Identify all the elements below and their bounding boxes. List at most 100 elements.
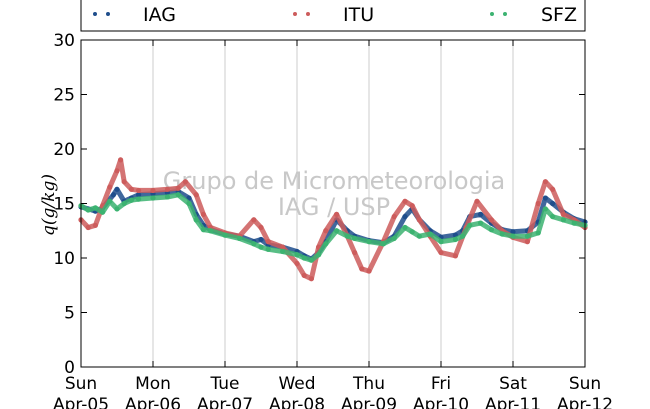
data-point	[488, 217, 494, 223]
data-point	[308, 276, 314, 282]
y-tick-label: 10	[53, 249, 75, 269]
data-point	[200, 211, 206, 217]
data-point	[258, 244, 264, 250]
data-point	[550, 200, 556, 207]
data-point	[402, 224, 408, 231]
data-point	[114, 206, 120, 212]
data-point	[182, 179, 188, 185]
data-point	[251, 241, 257, 247]
data-point	[150, 187, 156, 194]
data-point	[359, 266, 365, 272]
data-point	[409, 229, 415, 235]
data-point	[175, 185, 181, 191]
data-point	[114, 186, 120, 192]
data-point	[416, 217, 422, 223]
data-point	[110, 192, 116, 198]
data-point	[499, 231, 505, 237]
data-point	[136, 187, 142, 194]
legend-label: IAG	[143, 4, 176, 26]
data-point	[334, 228, 340, 234]
x-tick-label-date: Apr-05	[53, 395, 109, 409]
x-tick-label-day: Sat	[499, 374, 527, 394]
x-tick-label-day: Thu	[352, 374, 385, 394]
legend-item-iag: IAG	[93, 4, 176, 26]
data-point	[265, 246, 271, 252]
data-point	[128, 186, 134, 192]
data-point	[560, 211, 567, 217]
data-point	[402, 198, 408, 204]
data-point	[222, 232, 228, 238]
data-point	[542, 195, 549, 201]
legend-item-sfz: SFZ	[490, 4, 577, 26]
data-point	[193, 192, 199, 198]
data-point	[334, 211, 340, 217]
x-tick-label-date: Apr-08	[269, 395, 325, 409]
data-point	[258, 236, 264, 243]
y-tick-label: 15	[53, 195, 75, 215]
data-point	[524, 239, 531, 245]
data-point	[438, 249, 444, 256]
data-point	[391, 235, 397, 241]
series-line-sfz	[78, 192, 588, 263]
series-layer	[78, 157, 588, 282]
series-sfz	[78, 192, 588, 263]
data-point	[560, 217, 567, 223]
data-point	[510, 229, 516, 235]
x-tick-label-day: Sun	[65, 374, 97, 394]
series-itu	[78, 157, 588, 282]
data-point	[193, 217, 199, 223]
data-point	[524, 233, 531, 239]
data-point	[118, 157, 124, 163]
legend-label: SFZ	[541, 4, 577, 26]
legend-label: ITU	[343, 4, 374, 26]
data-point	[510, 233, 516, 239]
grid-layer	[152, 40, 514, 367]
y-tick-label: 25	[53, 86, 75, 106]
watermark-line-1: Grupo de Micrometeorologia	[163, 167, 505, 195]
data-point	[150, 195, 156, 201]
data-point	[200, 227, 206, 233]
data-point	[121, 200, 127, 207]
axes: 051015202530SunApr-05MonApr-06TueApr-07W…	[53, 31, 613, 409]
data-point	[380, 241, 386, 247]
data-point	[478, 220, 484, 226]
data-point	[474, 198, 480, 204]
x-tick-label-date: Apr-07	[197, 395, 253, 409]
data-point	[460, 233, 466, 239]
data-point	[488, 227, 494, 233]
data-point	[308, 257, 314, 263]
data-point	[186, 200, 192, 207]
legend-item-itu: ITU	[293, 4, 374, 26]
data-point	[542, 206, 549, 212]
data-point	[280, 248, 286, 255]
x-tick-label-day: Wed	[278, 374, 315, 394]
data-point	[366, 268, 372, 274]
data-point	[92, 222, 98, 228]
data-point	[535, 200, 541, 207]
x-tick-label-date: Apr-12	[557, 395, 613, 409]
data-point	[258, 224, 264, 231]
y-tick-label: 30	[53, 31, 75, 51]
data-point	[294, 260, 300, 267]
y-tick-label: 0	[64, 358, 75, 378]
data-point	[251, 217, 257, 223]
y-tick-label: 5	[64, 304, 75, 324]
data-point	[114, 168, 120, 174]
data-point	[409, 203, 415, 209]
data-point	[366, 239, 372, 245]
y-axis-label: q(g/kg)	[39, 174, 59, 236]
data-point	[478, 211, 484, 217]
data-point	[452, 253, 458, 259]
data-point	[571, 220, 577, 226]
data-point	[175, 192, 181, 198]
data-point	[280, 244, 286, 250]
x-tick-label-day: Mon	[135, 374, 171, 394]
data-point	[136, 196, 142, 202]
x-tick-label-date: Apr-11	[485, 395, 541, 409]
data-point	[301, 255, 307, 261]
data-point	[416, 233, 422, 239]
data-point	[100, 209, 106, 215]
data-point	[452, 236, 458, 243]
data-point	[92, 205, 98, 211]
data-point	[164, 186, 170, 192]
